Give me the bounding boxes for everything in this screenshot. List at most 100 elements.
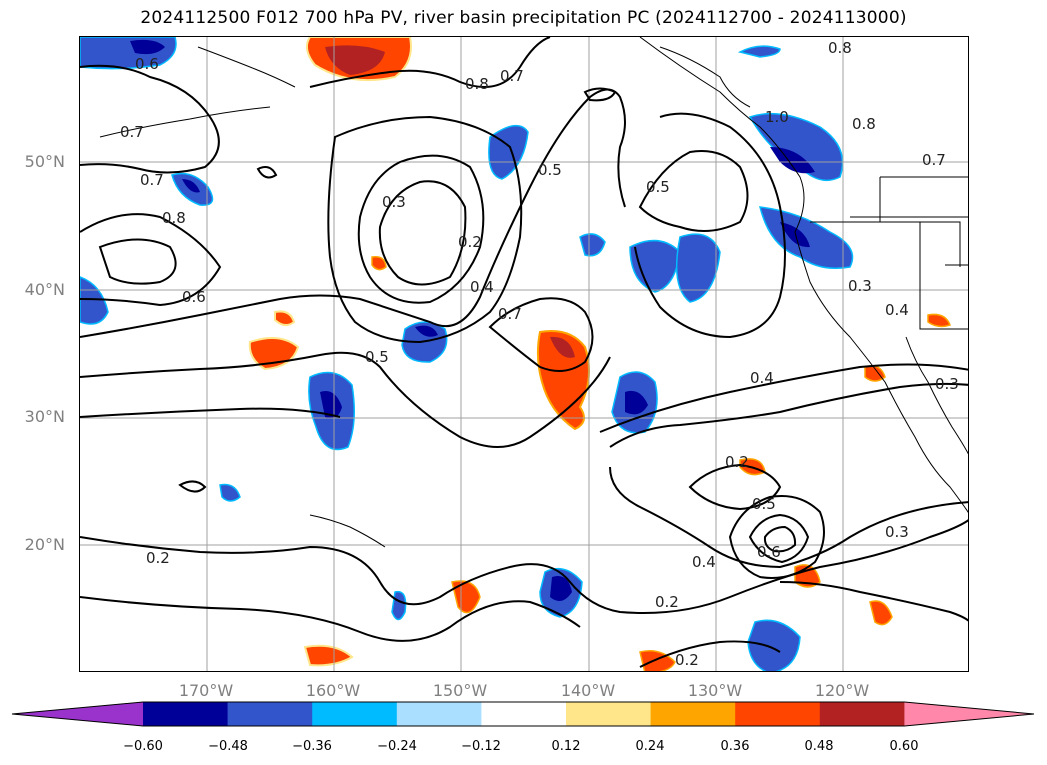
contour-label: 0.5 bbox=[646, 178, 670, 196]
precip-pos-patch bbox=[550, 336, 575, 358]
contour-line bbox=[583, 87, 617, 102]
contour-line bbox=[80, 213, 222, 307]
contour-label: 0.8 bbox=[162, 209, 186, 227]
colorbar-tick-label: −0.48 bbox=[208, 739, 248, 754]
contour-labels: 0.6 0.8 0.7 0.8 1.0 0.8 0.7 0.7 0.7 0.8 … bbox=[120, 39, 959, 669]
contour-line bbox=[327, 115, 523, 344]
colorbar-segment bbox=[143, 702, 229, 726]
contour-line bbox=[609, 466, 968, 569]
contour-line bbox=[763, 525, 797, 553]
contour-label: 0.3 bbox=[935, 375, 959, 393]
contour-line bbox=[639, 640, 781, 668]
contour-label: 0.7 bbox=[500, 67, 524, 85]
contour-label: 0.2 bbox=[146, 549, 170, 567]
precip-neg-patch bbox=[550, 576, 572, 601]
precip-neg-patch bbox=[80, 37, 177, 70]
contour-line bbox=[80, 407, 341, 418]
precip-pos-patch bbox=[325, 45, 385, 75]
colorbar bbox=[11, 701, 1035, 727]
colorbar-segment bbox=[566, 702, 652, 726]
contour-label: 0.8 bbox=[852, 115, 876, 133]
colorbar-tick-label: 0.24 bbox=[635, 739, 665, 754]
contour-label: 0.3 bbox=[848, 277, 872, 295]
contour-label: 0.3 bbox=[382, 193, 406, 211]
lon-label-170w: 170°W bbox=[178, 681, 234, 700]
precip-neg-patch bbox=[182, 179, 200, 193]
precip-neg-patch bbox=[759, 206, 854, 269]
contour-label: 0.2 bbox=[655, 593, 679, 611]
precip-pos-patch bbox=[303, 644, 354, 667]
contour-line bbox=[378, 180, 467, 286]
colorbar-tick-label: −0.24 bbox=[377, 739, 417, 754]
precip-pos-patch bbox=[927, 313, 951, 328]
colorbar-extend-high bbox=[904, 702, 1034, 726]
map-svg: 0.6 0.8 0.7 0.8 1.0 0.8 0.7 0.7 0.7 0.8 … bbox=[80, 37, 968, 671]
precip-pos-patch bbox=[274, 310, 296, 326]
contour-label: 0.6 bbox=[135, 55, 159, 73]
contour-label: 0.7 bbox=[120, 123, 144, 141]
precip-neg-patch bbox=[770, 147, 815, 174]
contour-line bbox=[638, 150, 749, 232]
colorbar-tick-label: 0.12 bbox=[551, 739, 581, 754]
lat-label-20n: 20°N bbox=[24, 535, 65, 554]
contour-line bbox=[80, 596, 581, 642]
lon-label-140w: 140°W bbox=[560, 681, 616, 700]
precip-neg-patch bbox=[629, 239, 681, 293]
precip-neg-patch bbox=[219, 483, 241, 502]
precip-neg-patch bbox=[488, 124, 529, 180]
lat-label-40n: 40°N bbox=[24, 280, 65, 299]
colorbar-segment bbox=[312, 702, 398, 726]
pv-contours bbox=[80, 37, 968, 668]
precip-pos-patch bbox=[451, 580, 481, 614]
colorbar-segment bbox=[819, 702, 905, 726]
contour-label: 0.5 bbox=[752, 495, 776, 513]
colorbar-tick-label: −0.12 bbox=[461, 739, 501, 754]
colorbar-segment bbox=[650, 702, 736, 726]
contour-label: 0.4 bbox=[885, 301, 909, 319]
contour-line bbox=[98, 238, 177, 285]
contour-line bbox=[688, 463, 782, 511]
colorbar-segments bbox=[11, 701, 1035, 727]
precip-neg-patch bbox=[579, 233, 606, 257]
colorbar-tick-label: 0.60 bbox=[889, 739, 919, 754]
contour-label: 0.2 bbox=[675, 651, 699, 669]
contour-line bbox=[256, 166, 278, 179]
colorbar-tick-label: 0.48 bbox=[804, 739, 834, 754]
contour-line bbox=[357, 154, 485, 304]
precip-neg-patch bbox=[320, 391, 342, 419]
precip-neg-patch bbox=[391, 590, 407, 621]
contour-line bbox=[634, 112, 786, 339]
lon-label-150w: 150°W bbox=[432, 681, 488, 700]
contour-line bbox=[728, 495, 825, 579]
contour-label: 0.8 bbox=[828, 39, 852, 57]
contour-label: 0.4 bbox=[750, 369, 774, 387]
colorbar-tick-label: −0.60 bbox=[123, 739, 163, 754]
precip-neg-patch bbox=[415, 325, 438, 337]
contour-label: 0.6 bbox=[757, 543, 781, 561]
contour-label: 0.4 bbox=[692, 553, 716, 571]
contour-label: 0.8 bbox=[465, 75, 489, 93]
contour-line bbox=[80, 351, 611, 448]
map-panel[interactable]: 0.6 0.8 0.7 0.8 1.0 0.8 0.7 0.7 0.7 0.8 … bbox=[79, 36, 969, 672]
lon-label-130w: 130°W bbox=[687, 681, 743, 700]
colorbar-tick-label: 0.36 bbox=[720, 739, 750, 754]
contour-line bbox=[609, 382, 968, 448]
contour-label: 0.5 bbox=[365, 348, 389, 366]
contour-label: 0.5 bbox=[538, 161, 562, 179]
contour-line bbox=[178, 480, 207, 493]
contour-label: 0.4 bbox=[470, 278, 494, 296]
precip-neg-patch bbox=[675, 233, 721, 303]
colorbar-tick-label: −0.36 bbox=[292, 739, 332, 754]
lat-label-50n: 50°N bbox=[24, 152, 65, 171]
precip-shading bbox=[80, 37, 951, 671]
contour-label: 0.7 bbox=[140, 171, 164, 189]
contour-label: 0.3 bbox=[885, 523, 909, 541]
contour-line bbox=[80, 64, 220, 174]
contour-label: 0.2 bbox=[458, 233, 482, 251]
precip-neg-patch bbox=[737, 45, 781, 58]
contour-line bbox=[309, 37, 551, 88]
contour-label: 0.7 bbox=[922, 151, 946, 169]
map-title: 2024112500 F012 700 hPa PV, river basin … bbox=[140, 8, 907, 28]
colorbar-extend-low bbox=[12, 702, 143, 726]
colorbar-outline bbox=[11, 701, 1035, 727]
